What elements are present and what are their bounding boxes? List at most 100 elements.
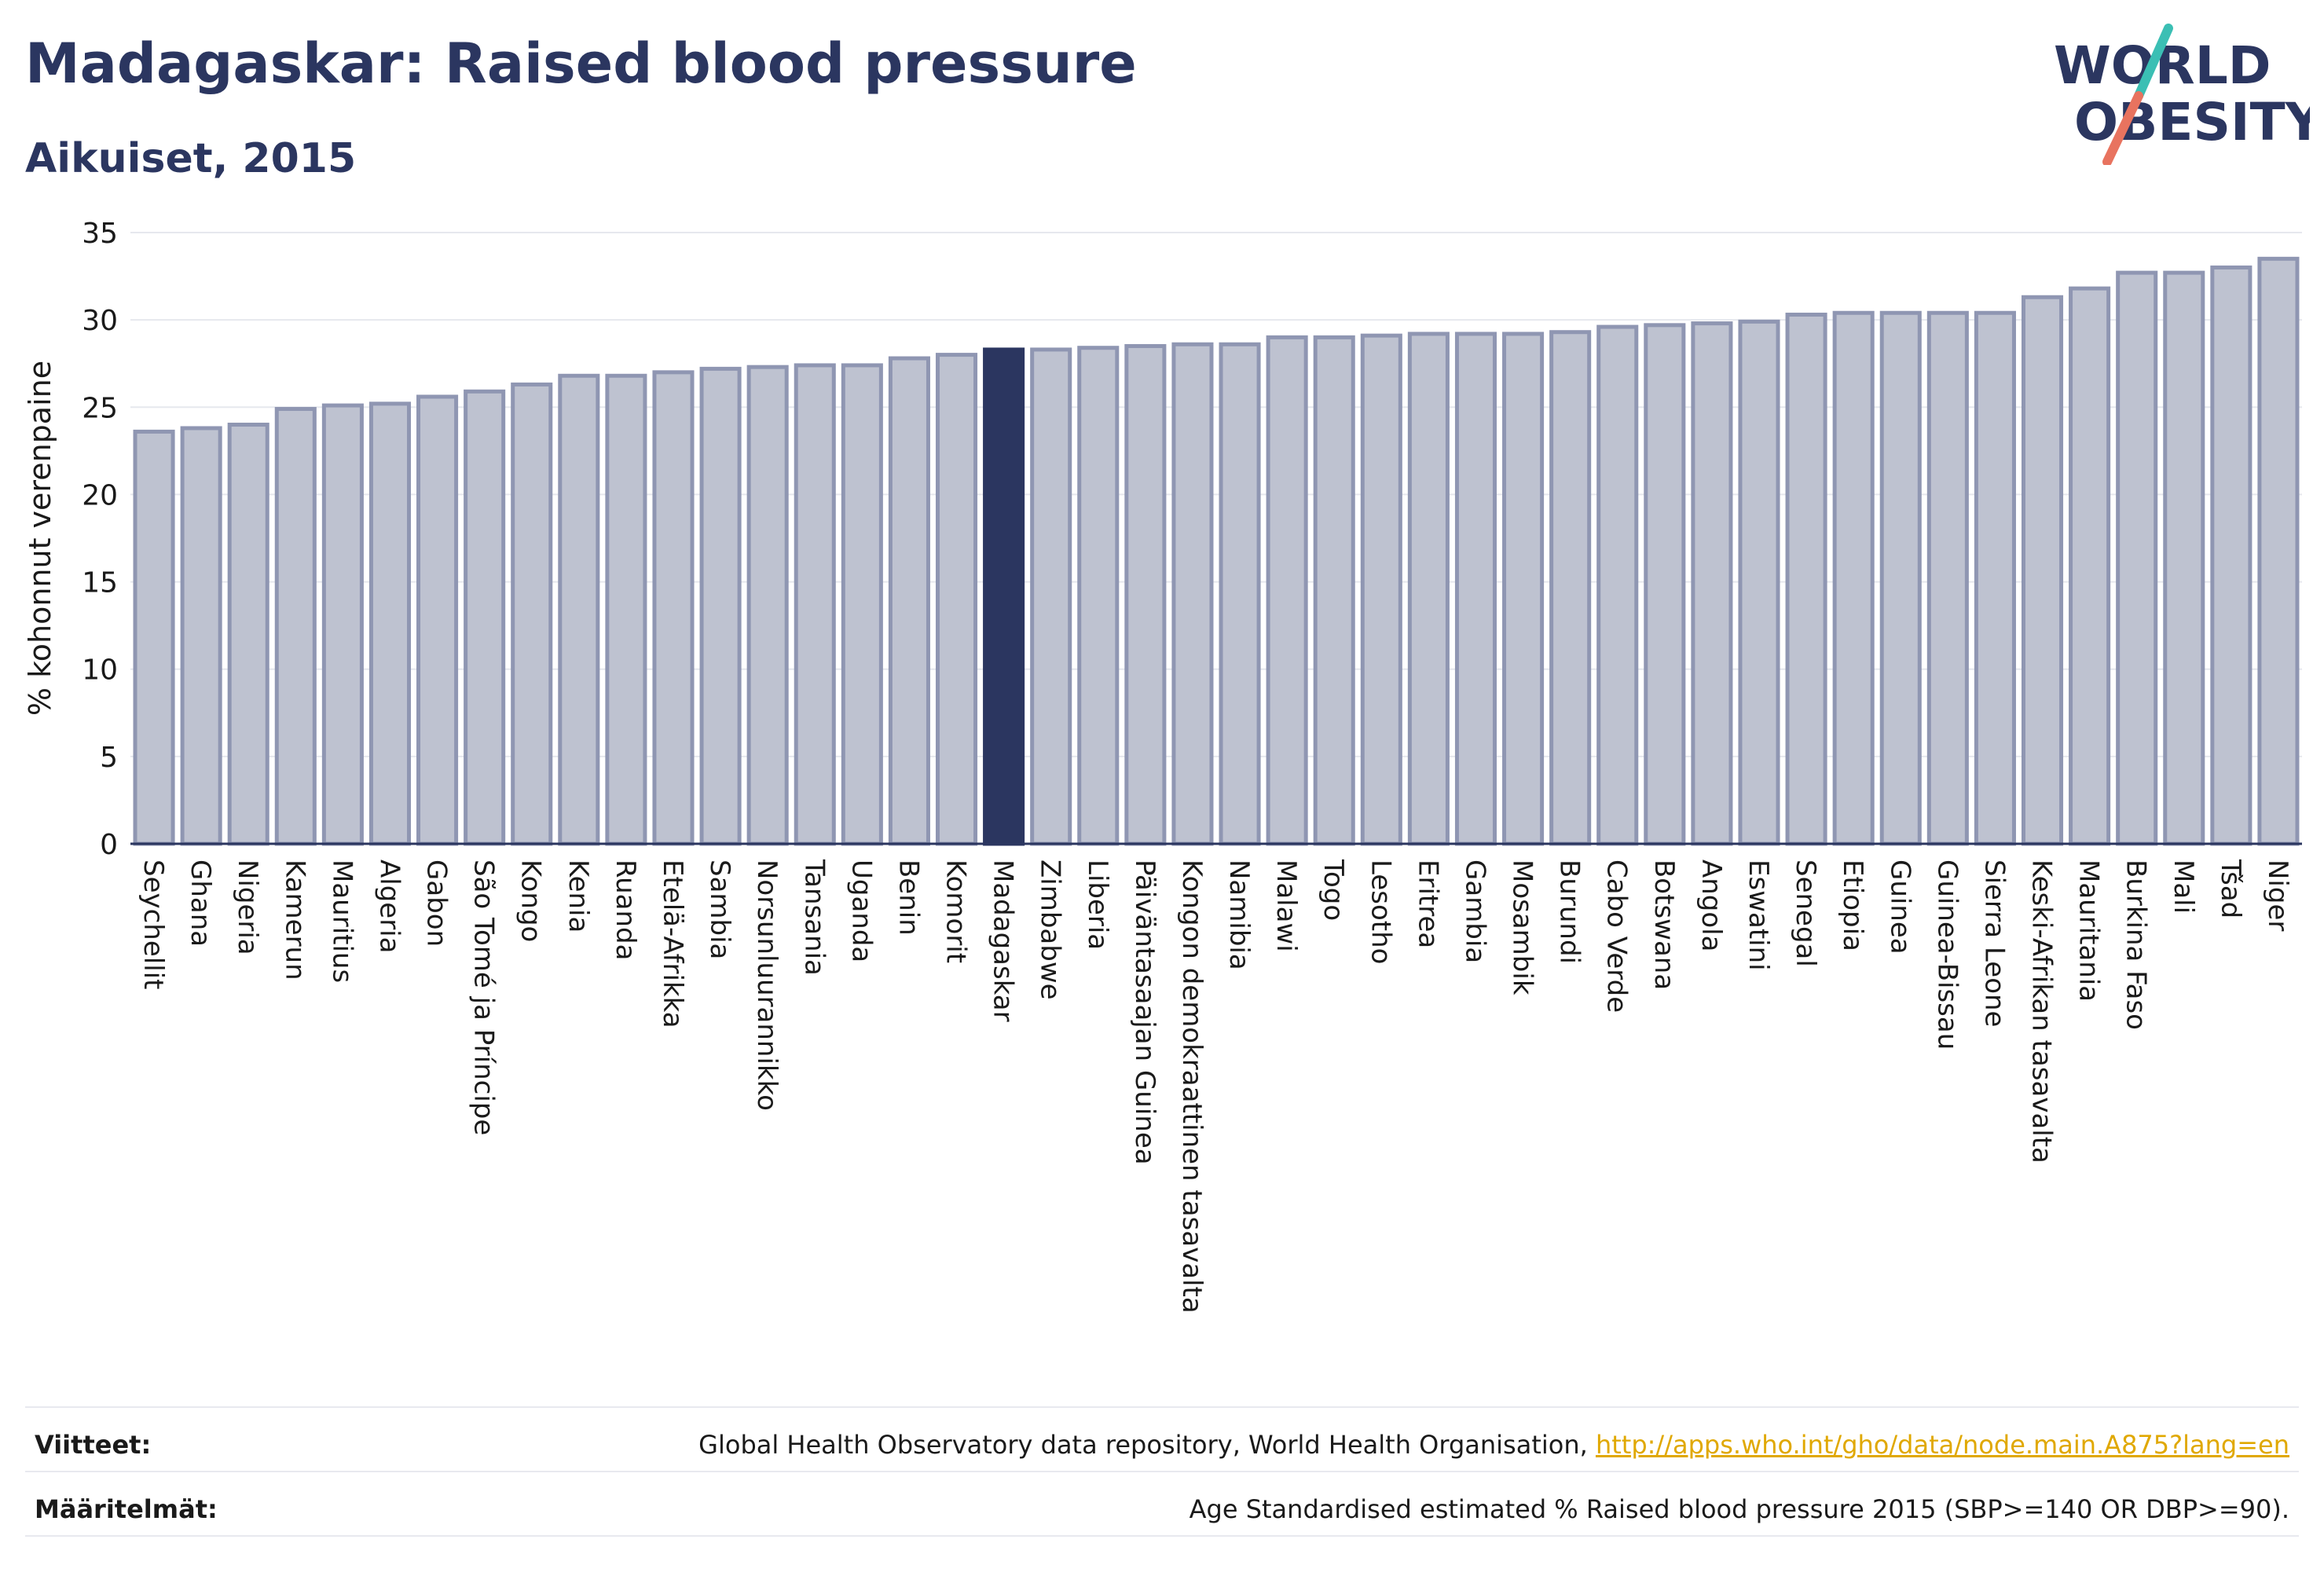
x-tick-label: Nigeria [232, 859, 263, 955]
y-tick-label: 25 [82, 392, 118, 424]
chart-title: Madagaskar: Raised blood pressure [25, 31, 1137, 96]
bar [841, 363, 883, 846]
definitions-label: Määritelmät: [35, 1494, 218, 1524]
bar [1454, 332, 1497, 846]
logo-slash-coral [2102, 91, 2143, 165]
x-tick-label: Ruanda [610, 859, 641, 960]
chart-subtitle: Aikuiset, 2015 [25, 135, 357, 182]
bar [605, 373, 647, 846]
references-label: Viitteet: [35, 1430, 152, 1460]
x-tick-label: Ghana [185, 859, 216, 947]
bar [2163, 270, 2205, 846]
bar [1644, 323, 1686, 846]
bar-highlighted [983, 347, 1025, 846]
bar [2021, 295, 2064, 846]
x-tick-label: Sierra Leone [1978, 859, 2010, 1027]
x-tick-label: Burkina Faso [2121, 859, 2152, 1030]
x-tick-label: Cabo Verde [1601, 859, 1633, 1013]
x-tick-label: Gambia [1459, 859, 1490, 963]
y-tick-label: 10 [82, 654, 118, 687]
x-tick-label: Sambia [704, 859, 735, 959]
x-tick-label: Benin [893, 859, 924, 936]
bar [2069, 286, 2111, 846]
logo-slash-teal [2134, 24, 2173, 101]
y-tick-label: 15 [82, 567, 118, 599]
y-tick-label: 35 [82, 218, 118, 250]
definitions-text: Age Standardised estimated % Raised bloo… [1189, 1494, 2289, 1524]
y-tick-label: 30 [82, 305, 118, 337]
bar [1879, 310, 1922, 846]
x-tick-label: Tšad [2215, 859, 2246, 918]
x-tick-label: Lesotho [1365, 859, 1396, 964]
bar [1596, 324, 1639, 846]
x-tick-label: Norsunluurannikko [751, 859, 783, 1111]
y-tick-label: 0 [100, 829, 118, 861]
x-tick-label: Eswatini [1743, 859, 1774, 971]
x-tick-label: Togo [1318, 859, 1349, 921]
bar [2210, 265, 2253, 846]
x-tick-label: Burundi [1554, 859, 1585, 964]
bar [321, 403, 364, 846]
x-tick-label: Etiopia [1837, 859, 1868, 951]
x-tick-label: Etelä-Afrikka [657, 859, 688, 1028]
bar [935, 353, 978, 846]
x-tick-label: Kongon demokraattinen tasavalta [1176, 859, 1208, 1314]
x-tick-label: Päiväntasaajan Guinea [1129, 859, 1160, 1165]
bar [652, 370, 695, 846]
x-tick-label: Angola [1695, 859, 1727, 951]
bar [558, 373, 600, 846]
x-tick-label: Kongo [515, 859, 547, 942]
bar [1738, 319, 1780, 846]
x-axis-tick-labels: Seychellit Ghana Nigeria Kamerun Mauritius Al… [137, 859, 2293, 1314]
x-tick-label: São Tomé ja Príncipe [468, 859, 500, 1135]
y-tick-label: 5 [100, 742, 118, 774]
bar [1926, 310, 1969, 846]
bar [1266, 335, 1308, 846]
x-tick-label: Malawi [1270, 859, 1302, 952]
bar [2257, 256, 2300, 846]
bar [2116, 270, 2158, 846]
x-tick-label: Uganda [845, 859, 877, 962]
x-tick-label: Guinea-Bissau [1931, 859, 1963, 1050]
references-link[interactable]: http://apps.who.int/gho/data/node.main.A… [1595, 1430, 2289, 1460]
bar [1124, 343, 1167, 846]
x-tick-label: Namibia [1223, 859, 1255, 970]
y-tick-label: 20 [82, 479, 118, 511]
x-tick-label: Guinea [1884, 859, 1915, 955]
bar [1785, 312, 1827, 846]
bar [699, 366, 742, 846]
bar [888, 356, 930, 846]
x-tick-label: Madagaskar [988, 859, 1019, 1022]
x-tick-label: Zimbabwe [1035, 859, 1066, 1000]
bar [1691, 321, 1733, 846]
x-tick-label: Botswana [1648, 859, 1680, 990]
bar [1030, 347, 1072, 846]
bar [1407, 332, 1450, 846]
bar [1077, 346, 1120, 846]
bar [180, 426, 222, 846]
x-tick-label: Keski-Afrikan tasavalta [2026, 859, 2058, 1164]
bar [1360, 333, 1402, 846]
bar [274, 407, 317, 846]
bar [1974, 310, 2016, 846]
bar [1313, 335, 1355, 846]
y-axis-tick-labels: 0 5 10 15 20 25 30 35 [82, 218, 118, 861]
bar [1219, 342, 1261, 846]
bar [511, 382, 553, 846]
x-tick-label: Niger [2262, 859, 2293, 931]
references-source: Global Health Observatory data repositor… [698, 1430, 1596, 1460]
x-tick-label: Mauritius [326, 859, 357, 983]
x-tick-label: Mali [2168, 859, 2199, 914]
x-tick-label: Liberia [1082, 859, 1113, 950]
bar [133, 429, 175, 846]
bar [1549, 330, 1592, 846]
bar-chart: 0 5 10 15 20 25 30 35 Seychellit Ghana Nigeria Kam… [23, 218, 2302, 1314]
references-text: Global Health Observatory data repositor… [698, 1430, 2289, 1460]
x-tick-label: Senegal [1790, 859, 1821, 967]
bar [368, 401, 412, 846]
world-obesity-logo: WORLD OBESITY [2054, 24, 2310, 165]
footer-divider-bottom [25, 1535, 2299, 1537]
bar [227, 423, 269, 846]
bar [1832, 310, 1875, 846]
x-tick-label: Tansania [798, 859, 830, 976]
